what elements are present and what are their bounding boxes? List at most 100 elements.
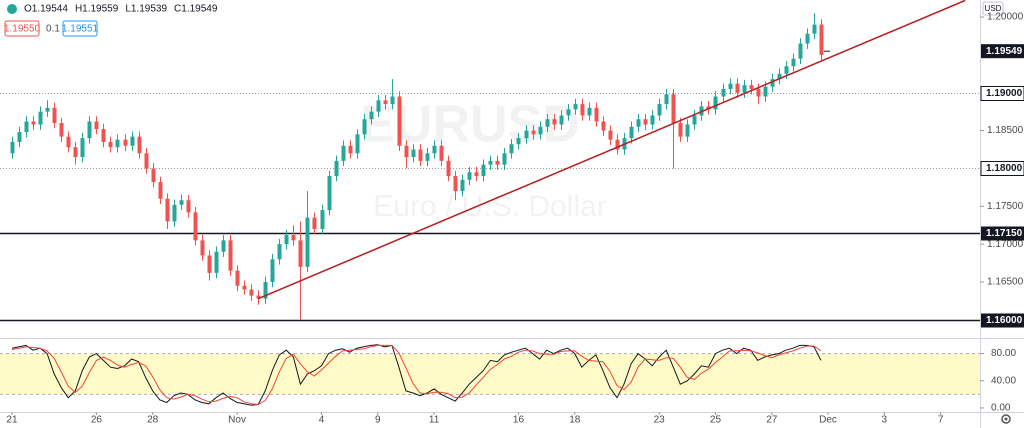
x-tick-label: 7 [938,415,944,426]
candle-body [545,119,550,127]
settings-hub [1004,417,1008,421]
candle-body [390,96,395,105]
candle-body [151,168,156,183]
candle-body [685,124,690,137]
candle-body [601,121,606,131]
band [0,353,980,395]
candle-body [165,198,170,222]
level-label-box [981,313,1024,328]
candle-body [369,111,374,120]
candle-body [355,134,360,154]
y-tick-label: 1.18500 [987,125,1024,136]
candle-body [10,141,15,154]
x-tick-label: 23 [654,415,666,426]
candle-body [692,115,697,125]
stochastic-line [11,344,822,406]
candle-body [66,136,71,148]
status-icon[interactable] [7,4,17,14]
ohlc-value: L1.19539 [125,4,167,15]
candle-body [305,217,310,267]
candle-body [73,147,78,158]
candle-body [137,136,142,154]
candle-body [629,126,634,139]
candle-body [235,270,240,286]
candle-body [291,235,296,241]
candle-body [425,153,430,161]
candle-body [566,109,571,116]
x-tick-label: 28 [147,415,159,426]
candle-body [221,240,226,252]
candle-body [728,83,733,89]
candle-body [362,119,367,135]
candle-body [383,100,388,105]
candle-body [488,160,493,165]
currency-badge[interactable] [982,1,1004,16]
candle-body [24,121,29,133]
candle-body [256,295,261,299]
x-tick-label: Nov [228,415,246,426]
candle-body [678,123,683,137]
candle-body [805,33,810,44]
buy-button[interactable] [62,20,98,37]
candle-body [172,204,177,222]
candle-body [763,86,768,97]
candle-body [615,139,620,150]
candle-body [186,200,191,213]
candle-body [481,164,486,177]
candle-body [52,107,57,124]
x-tick-label: 4 [319,415,325,426]
candle-body [130,136,135,146]
candle-body [214,251,219,273]
candle-body [341,145,346,161]
candle-body [573,104,578,110]
candle-body [249,289,254,296]
candle-body [242,285,247,290]
x-tick-label: 26 [91,415,103,426]
candle-body [158,182,163,199]
y-tick-label: 1.16500 [987,277,1024,288]
settings-gear [1001,414,1011,424]
ohlc-value: C1.19549 [174,4,218,15]
sell-button[interactable] [4,20,40,37]
candle-body [594,107,599,122]
x-tick-label: 18 [569,415,581,426]
currency: USD [985,4,1002,13]
candle-body [115,139,120,148]
y-tick-label: 0.00 [991,403,1011,414]
watermark-description: Euro / U.S. Dollar [373,190,606,223]
x-tick-label: 27 [766,415,778,426]
level-label: 1.19000 [986,88,1023,99]
level-label: 1.18000 [986,163,1023,174]
last-price-box [981,44,1024,59]
candle-body [80,138,85,158]
candle-body [87,121,92,139]
candle-body [756,88,761,97]
candle-body [509,144,514,154]
x-tick-label: 25 [710,415,722,426]
candle-body [179,200,184,205]
candle-body [742,85,747,93]
candle-body [812,24,817,34]
candle-body [312,217,317,229]
trendline [257,0,966,300]
candle-body [38,111,43,125]
ohlc-value: H1.19559 [75,4,119,15]
candle-body [327,176,332,211]
stochastic-line [11,344,822,406]
candle-body [516,138,521,145]
level-label-box [981,226,1024,241]
candle-body [502,153,507,165]
x-tick-label: 21 [6,415,18,426]
candle-body [608,130,613,140]
candle-body [495,160,500,165]
candle-body [580,104,585,116]
candle-body [397,96,402,146]
x-tick-label: 3 [882,415,888,426]
y-tick-label: 1.17500 [987,201,1024,212]
candle-body [552,119,557,125]
settings-icon[interactable] [1001,414,1011,424]
watermark-symbol: EURUSD [360,96,580,154]
candle-body [819,24,824,55]
candle-body [439,145,444,161]
candle-body [777,73,782,80]
